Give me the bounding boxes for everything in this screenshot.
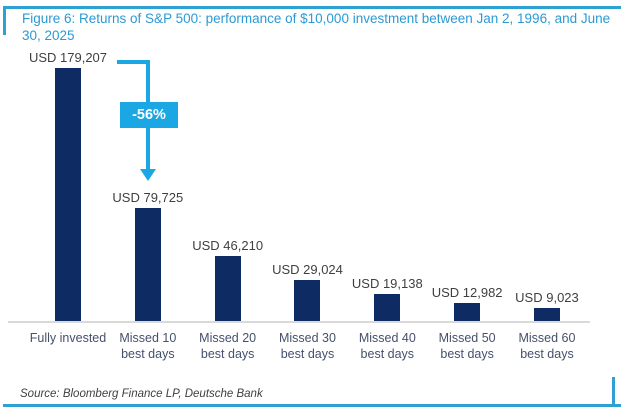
bar-5 [374,294,401,321]
bar-4 [294,280,321,321]
x-axis-tick-label: Missed 20 best days [199,331,257,361]
bar-1 [55,68,81,321]
bar-2 [134,208,161,321]
panel-right-bracket [612,377,615,407]
panel-top-border [3,6,621,9]
bar-value-label: USD 46,210 [192,238,264,253]
bar-value-label: USD 19,138 [351,276,423,291]
x-axis-tick-label: Fully invested [29,331,107,345]
bar-value-label: USD 79,725 [112,190,184,205]
drop-arrow-head-icon [140,169,156,181]
x-axis-tick-label: Missed 10 best days [119,331,177,361]
x-axis-line [8,321,590,323]
bar-3 [214,256,241,321]
x-axis-tick-label: Missed 50 best days [438,331,496,361]
figure-title: Figure 6: Returns of S&P 500: performanc… [22,11,611,43]
bar-6 [454,303,481,321]
panel-bottom-border [3,404,621,407]
bar-value-label: USD 12,982 [431,285,503,300]
x-axis-tick-label: Missed 30 best days [278,331,336,361]
drop-arrow-horizontal [117,60,150,64]
bar-value-label: USD 29,024 [272,262,343,277]
bar-value-label: USD 9,023 [515,290,579,305]
bar-value-label: USD 179,207 [28,50,108,65]
x-axis-tick-label: Missed 40 best days [358,331,416,361]
panel-left-bracket [3,6,6,35]
drop-percentage-callout: -56% [120,102,178,128]
x-axis-tick-label: Missed 60 best days [518,331,576,361]
source-note: Source: Bloomberg Finance LP, Deutsche B… [20,388,263,400]
bar-7 [533,308,560,321]
